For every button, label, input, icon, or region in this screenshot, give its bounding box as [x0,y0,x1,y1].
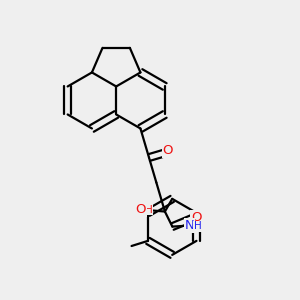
Text: H: H [145,205,153,215]
Text: H: H [194,221,202,231]
Text: O: O [136,203,146,216]
Text: O: O [191,211,202,224]
Text: O: O [162,144,173,157]
Text: N: N [185,219,195,232]
